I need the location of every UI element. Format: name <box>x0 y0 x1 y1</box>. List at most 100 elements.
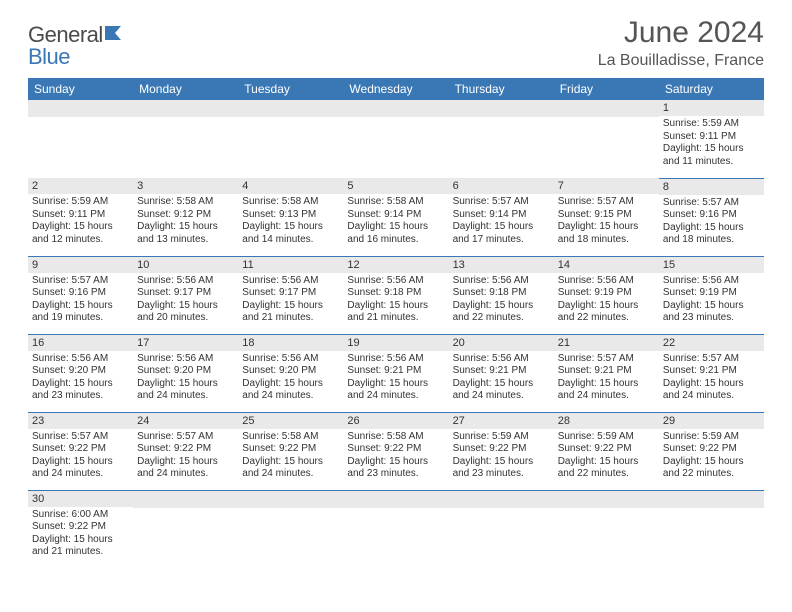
cell-body: Sunrise: 5:56 AMSunset: 9:20 PMDaylight:… <box>238 351 343 405</box>
day-number: 1 <box>659 100 764 116</box>
cell-line: Sunset: 9:21 PM <box>558 365 655 378</box>
cell-line: and 24 minutes. <box>242 390 339 403</box>
day-number: 22 <box>659 335 764 351</box>
empty-daynum <box>449 491 554 508</box>
flag-icon <box>105 24 127 47</box>
cell-line: Sunset: 9:22 PM <box>32 521 129 534</box>
cell-line: and 23 minutes. <box>32 390 129 403</box>
calendar-cell <box>343 490 448 568</box>
cell-line: Daylight: 15 hours <box>347 378 444 391</box>
calendar-cell: 10Sunrise: 5:56 AMSunset: 9:17 PMDayligh… <box>133 256 238 334</box>
calendar-cell: 2Sunrise: 5:59 AMSunset: 9:11 PMDaylight… <box>28 178 133 256</box>
cell-line: Sunset: 9:22 PM <box>663 443 760 456</box>
cell-body: Sunrise: 5:59 AMSunset: 9:11 PMDaylight:… <box>659 116 764 170</box>
cell-line: Daylight: 15 hours <box>242 456 339 469</box>
empty-daynum <box>238 100 343 117</box>
cell-line: Sunset: 9:14 PM <box>347 209 444 222</box>
calendar-cell: 15Sunrise: 5:56 AMSunset: 9:19 PMDayligh… <box>659 256 764 334</box>
day-number: 27 <box>449 413 554 429</box>
cell-body: Sunrise: 5:58 AMSunset: 9:12 PMDaylight:… <box>133 194 238 248</box>
calendar-cell <box>554 490 659 568</box>
cell-line: and 21 minutes. <box>32 546 129 559</box>
calendar-cell: 25Sunrise: 5:58 AMSunset: 9:22 PMDayligh… <box>238 412 343 490</box>
cell-line: Sunrise: 5:59 AM <box>32 196 129 209</box>
day-number: 21 <box>554 335 659 351</box>
cell-line: Sunrise: 5:57 AM <box>558 353 655 366</box>
empty-daynum <box>133 100 238 117</box>
cell-line: Daylight: 15 hours <box>663 143 760 156</box>
cell-body: Sunrise: 5:58 AMSunset: 9:22 PMDaylight:… <box>238 429 343 483</box>
calendar-cell <box>133 490 238 568</box>
calendar-cell: 18Sunrise: 5:56 AMSunset: 9:20 PMDayligh… <box>238 334 343 412</box>
cell-line: Sunrise: 5:58 AM <box>242 431 339 444</box>
day-number: 29 <box>659 413 764 429</box>
cell-line: Daylight: 15 hours <box>347 456 444 469</box>
day-number: 15 <box>659 257 764 273</box>
cell-line: Daylight: 15 hours <box>137 378 234 391</box>
cell-body: Sunrise: 5:57 AMSunset: 9:15 PMDaylight:… <box>554 194 659 248</box>
day-number: 12 <box>343 257 448 273</box>
cell-body: Sunrise: 5:56 AMSunset: 9:21 PMDaylight:… <box>449 351 554 405</box>
empty-daynum <box>449 100 554 117</box>
calendar-cell <box>238 490 343 568</box>
cell-body: Sunrise: 5:56 AMSunset: 9:18 PMDaylight:… <box>449 273 554 327</box>
day-header: Tuesday <box>238 78 343 100</box>
calendar-cell: 30Sunrise: 6:00 AMSunset: 9:22 PMDayligh… <box>28 490 133 568</box>
day-number: 19 <box>343 335 448 351</box>
cell-line: Daylight: 15 hours <box>347 221 444 234</box>
day-header: Saturday <box>659 78 764 100</box>
cell-line: Sunset: 9:19 PM <box>663 287 760 300</box>
cell-body: Sunrise: 5:59 AMSunset: 9:22 PMDaylight:… <box>659 429 764 483</box>
cell-line: and 22 minutes. <box>453 312 550 325</box>
cell-line: Daylight: 15 hours <box>242 300 339 313</box>
cell-line: and 18 minutes. <box>558 234 655 247</box>
cell-body: Sunrise: 6:00 AMSunset: 9:22 PMDaylight:… <box>28 507 133 561</box>
calendar-body: 1Sunrise: 5:59 AMSunset: 9:11 PMDaylight… <box>28 100 764 568</box>
cell-line: and 16 minutes. <box>347 234 444 247</box>
cell-line: Sunset: 9:16 PM <box>663 209 760 222</box>
cell-body: Sunrise: 5:56 AMSunset: 9:20 PMDaylight:… <box>133 351 238 405</box>
cell-line: and 20 minutes. <box>137 312 234 325</box>
cell-line: Daylight: 15 hours <box>32 378 129 391</box>
day-number: 8 <box>659 179 764 195</box>
day-number: 2 <box>28 178 133 194</box>
cell-line: and 24 minutes. <box>242 468 339 481</box>
cell-body: Sunrise: 5:58 AMSunset: 9:13 PMDaylight:… <box>238 194 343 248</box>
cell-line: Daylight: 15 hours <box>242 378 339 391</box>
calendar-cell: 23Sunrise: 5:57 AMSunset: 9:22 PMDayligh… <box>28 412 133 490</box>
cell-line: Sunrise: 5:58 AM <box>242 196 339 209</box>
cell-line: Sunset: 9:22 PM <box>137 443 234 456</box>
calendar-cell: 26Sunrise: 5:58 AMSunset: 9:22 PMDayligh… <box>343 412 448 490</box>
cell-line: Daylight: 15 hours <box>137 221 234 234</box>
cell-body: Sunrise: 5:57 AMSunset: 9:16 PMDaylight:… <box>28 273 133 327</box>
cell-line: and 19 minutes. <box>32 312 129 325</box>
cell-line: Sunset: 9:22 PM <box>242 443 339 456</box>
table-row: 30Sunrise: 6:00 AMSunset: 9:22 PMDayligh… <box>28 490 764 568</box>
calendar-cell <box>659 490 764 568</box>
cell-line: Sunrise: 5:58 AM <box>347 196 444 209</box>
calendar-cell: 7Sunrise: 5:57 AMSunset: 9:15 PMDaylight… <box>554 178 659 256</box>
cell-body: Sunrise: 5:57 AMSunset: 9:14 PMDaylight:… <box>449 194 554 248</box>
cell-line: Sunrise: 5:56 AM <box>558 275 655 288</box>
table-row: 1Sunrise: 5:59 AMSunset: 9:11 PMDaylight… <box>28 100 764 178</box>
calendar-cell <box>449 100 554 178</box>
day-header: Sunday <box>28 78 133 100</box>
calendar-cell: 6Sunrise: 5:57 AMSunset: 9:14 PMDaylight… <box>449 178 554 256</box>
logo-text-blue: Blue <box>28 44 70 69</box>
empty-daynum <box>659 491 764 508</box>
cell-body: Sunrise: 5:58 AMSunset: 9:22 PMDaylight:… <box>343 429 448 483</box>
cell-line: Daylight: 15 hours <box>347 300 444 313</box>
empty-daynum <box>343 100 448 117</box>
cell-line: and 14 minutes. <box>242 234 339 247</box>
day-number: 13 <box>449 257 554 273</box>
calendar-cell: 5Sunrise: 5:58 AMSunset: 9:14 PMDaylight… <box>343 178 448 256</box>
cell-line: Sunrise: 5:57 AM <box>663 353 760 366</box>
cell-line: and 13 minutes. <box>137 234 234 247</box>
cell-line: Sunrise: 5:56 AM <box>137 275 234 288</box>
cell-line: and 21 minutes. <box>347 312 444 325</box>
cell-body: Sunrise: 5:56 AMSunset: 9:19 PMDaylight:… <box>659 273 764 327</box>
calendar-cell <box>133 100 238 178</box>
cell-line: Sunset: 9:11 PM <box>32 209 129 222</box>
day-number: 11 <box>238 257 343 273</box>
calendar-cell: 22Sunrise: 5:57 AMSunset: 9:21 PMDayligh… <box>659 334 764 412</box>
